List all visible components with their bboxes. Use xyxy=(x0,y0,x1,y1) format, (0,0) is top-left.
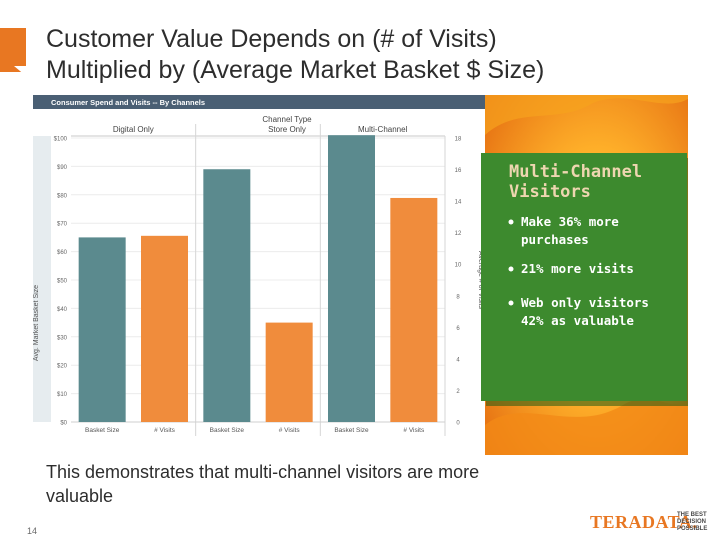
flame-bottom-shape xyxy=(485,398,688,455)
bar-label: Basket Size xyxy=(210,427,245,434)
right-tick-label: 0 xyxy=(456,421,460,427)
bar-basket-size xyxy=(78,237,126,422)
bar-label: Basket Size xyxy=(334,427,369,434)
right-tick-label: 4 xyxy=(456,357,460,363)
chart-title: Consumer Spend and Visits -- By Channels xyxy=(51,98,205,107)
left-tick-label: $40 xyxy=(57,307,68,313)
slide-title-line-2: Multiplied by (Average Market Basket $ S… xyxy=(46,56,545,84)
right-tick-label: 12 xyxy=(455,231,462,237)
right-tick-label: 18 xyxy=(455,137,462,143)
title-accent-notch xyxy=(14,66,26,76)
bar-visits xyxy=(141,235,188,422)
tagline-line-1: THE BEST xyxy=(677,512,707,518)
bullet-2-line-1: 21% more visits xyxy=(521,261,634,276)
group-header: Multi-Channel xyxy=(358,125,408,134)
bar-visits xyxy=(265,322,313,422)
caption-line-2: valuable xyxy=(46,486,114,506)
chart-header-label-2: Store Only xyxy=(268,125,306,134)
left-tick-label: $30 xyxy=(57,335,68,341)
left-tick-label: $90 xyxy=(57,165,68,171)
right-axis-title: Average # of Visits xyxy=(477,251,484,310)
page-number: 14 xyxy=(27,526,38,536)
left-tick-label: $80 xyxy=(57,193,68,199)
brand-tagline: THE BEST DECISION POSSIBLE xyxy=(677,512,717,533)
bar-label: # Visits xyxy=(154,427,176,434)
slide-title-line-1: Customer Value Depends on (# of Visits) xyxy=(46,25,497,53)
bar-visits xyxy=(390,197,438,422)
bullet-3-line-1: Web only visitors xyxy=(521,295,649,310)
right-tick-label: 10 xyxy=(455,263,462,269)
bullet-3-line-2: 42% as valuable xyxy=(521,313,634,328)
plot-layer: $0 $10 $20 $30 $40 $50 $60 $70 $80 $90 $100 0 2 4 6 8 10… xyxy=(33,124,462,436)
slide-caption: This demonstrates that multi-channel vis… xyxy=(46,460,646,508)
chart-svg: Consumer Spend and Visits -- By Channels… xyxy=(33,95,688,455)
left-axis-title: Avg. Market Basket Size xyxy=(33,285,40,361)
right-tick-label: 2 xyxy=(456,389,460,395)
right-tick-label: 8 xyxy=(456,294,460,300)
bullet-1-dot xyxy=(508,219,514,225)
bullet-3-dot xyxy=(508,300,514,306)
left-tick-label: $0 xyxy=(60,421,67,427)
flame-top-shape xyxy=(485,95,688,135)
right-tick-label: 6 xyxy=(456,326,460,332)
title-accent-bar xyxy=(0,28,26,72)
tagline-line-3: POSSIBLE xyxy=(677,526,708,532)
left-tick-label: $50 xyxy=(57,279,68,285)
bar-label: Basket Size xyxy=(85,427,120,434)
left-tick-label: $100 xyxy=(54,137,68,143)
callout-heading-1: Multi-Channel xyxy=(509,162,642,182)
teradata-logo: TERADATA. xyxy=(590,512,698,532)
left-tick-label: $60 xyxy=(57,250,68,256)
bullet-1-line-1: Make 36% more xyxy=(521,214,619,229)
caption-line-1: This demonstrates that multi-channel vis… xyxy=(46,462,480,482)
group-header: Digital Only xyxy=(113,125,154,134)
chart-graphic: Consumer Spend and Visits -- By Channels… xyxy=(33,95,688,455)
left-tick-label: $20 xyxy=(57,364,68,370)
left-tick-label: $10 xyxy=(57,392,68,398)
chart-title-bar xyxy=(33,95,485,109)
callout-box xyxy=(481,153,687,401)
left-gutter xyxy=(33,136,51,422)
right-tick-label: 16 xyxy=(455,168,462,174)
right-tick-label: 14 xyxy=(455,200,462,206)
tagline-line-2: DECISION xyxy=(677,519,707,525)
bar-basket-size xyxy=(203,169,251,422)
bar-label: # Visits xyxy=(403,427,425,434)
bullet-1-line-2: purchases xyxy=(521,232,589,247)
left-tick-label: $70 xyxy=(57,222,68,228)
chart-header-label-1: Channel Type xyxy=(262,115,312,124)
bullet-2-dot xyxy=(508,266,514,272)
slide-title: Customer Value Depends on (# of Visits) … xyxy=(46,24,706,86)
bar-label: # Visits xyxy=(279,427,301,434)
bar-basket-size xyxy=(328,135,375,422)
callout-heading-2: Visitors xyxy=(509,182,591,202)
